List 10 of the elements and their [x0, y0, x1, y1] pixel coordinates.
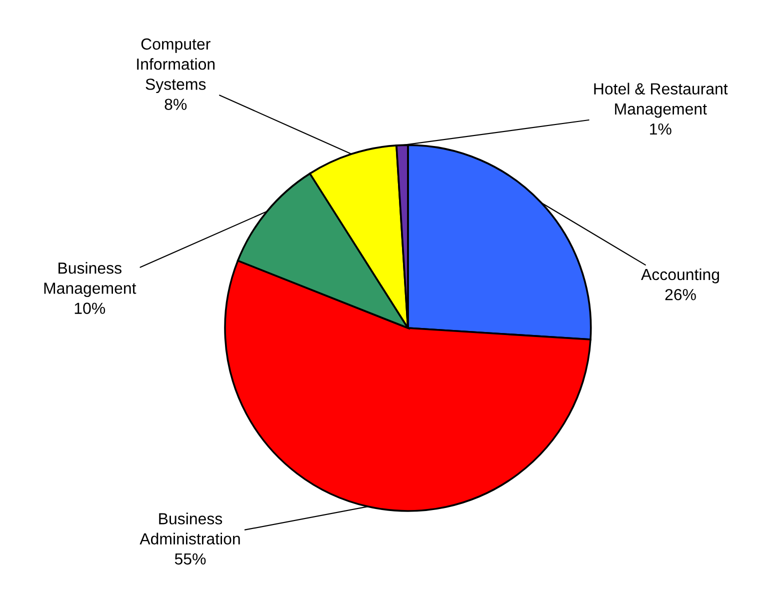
data-label: 1%: [650, 123, 672, 135]
data-label: 55%: [174, 553, 206, 565]
data-label: 10%: [74, 302, 106, 314]
data-label: 8%: [164, 98, 187, 110]
slice-label: Hotel & Restaurant Management: [594, 82, 728, 118]
slice-label: Business Management: [44, 262, 136, 298]
slice-label: Computer Information Systems: [137, 38, 215, 94]
slice-label: Accounting: [641, 268, 719, 284]
slice-label: Business Administration: [140, 512, 240, 545]
data-label: 26%: [665, 288, 696, 300]
